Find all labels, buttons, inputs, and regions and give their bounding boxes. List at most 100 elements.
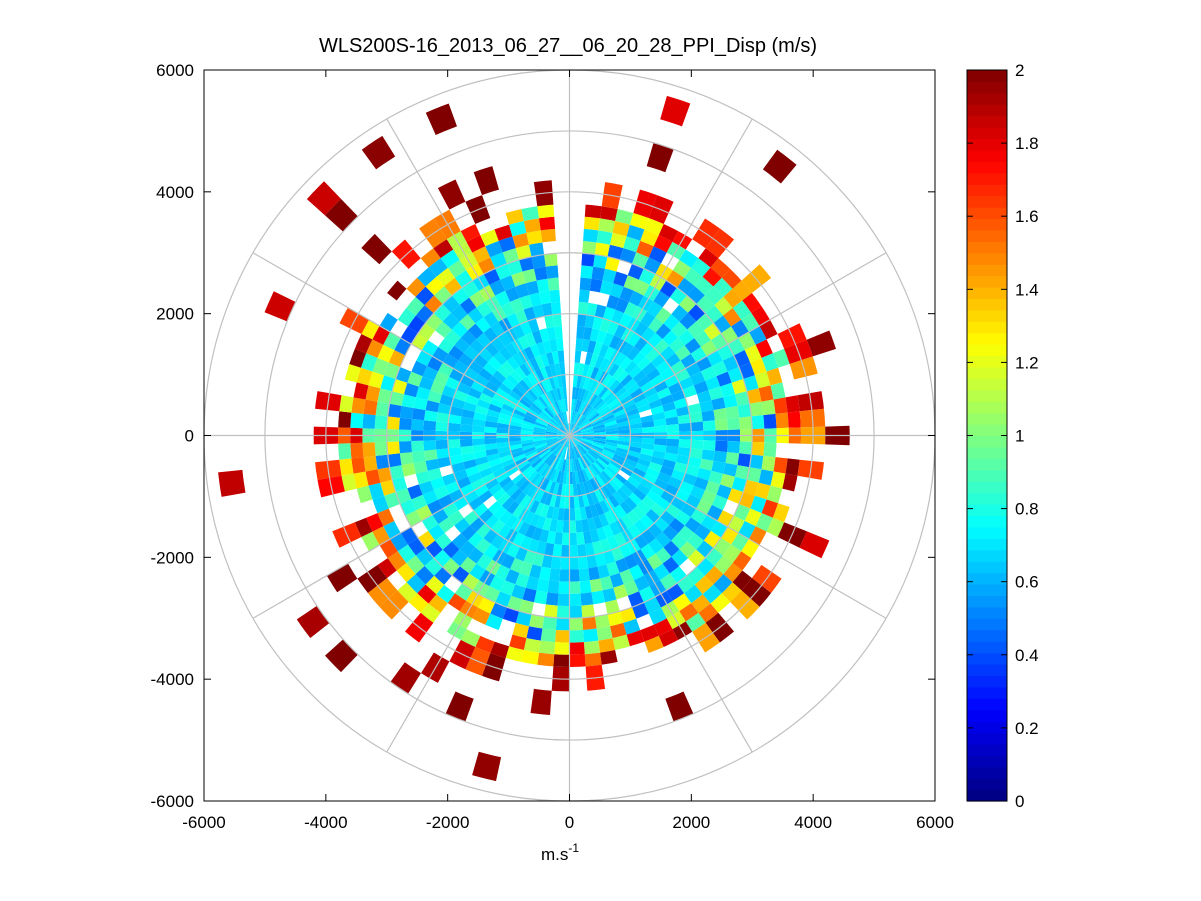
scan-cell: [392, 379, 408, 395]
scan-cell: [584, 505, 593, 519]
scan-cell: [546, 454, 556, 466]
scan-cell: [484, 426, 497, 433]
scan-cell: [540, 379, 550, 393]
scan-cell: [632, 351, 646, 366]
scan-cell: [589, 379, 599, 393]
scan-cell: [604, 346, 616, 361]
scan-cell: [488, 500, 502, 515]
scan-cell: [620, 484, 633, 497]
scan-cell: [433, 304, 451, 322]
scan-cell: [684, 584, 703, 604]
scan-cell: [569, 426, 579, 436]
scan-cell: [613, 408, 626, 418]
scan-cell: [584, 352, 593, 366]
scan-cell: [427, 356, 443, 372]
scan-cell: [669, 566, 687, 584]
colorbar-tick-label: 1: [1015, 427, 1024, 446]
scan-cell: [533, 439, 546, 445]
scan-cell: [569, 593, 582, 607]
scan-cell: [353, 471, 369, 489]
scan-cell: [665, 445, 679, 455]
scan-cell: [459, 556, 477, 574]
scan-cell: [325, 198, 358, 232]
scan-cell: [554, 457, 562, 470]
scan-cell: [761, 399, 776, 416]
scan-cell: [677, 447, 691, 457]
scan-cell: [505, 569, 520, 585]
scan-cell: [632, 252, 649, 269]
scan-cell: [425, 276, 445, 296]
scan-cell: [592, 441, 605, 447]
scan-cell: [731, 319, 749, 338]
scan-cell: [485, 381, 499, 393]
scan-cell: [648, 461, 663, 472]
colorbar-band: [967, 732, 1007, 745]
scan-cell: [505, 342, 518, 357]
scan-cell: [516, 459, 530, 470]
scan-cell: [690, 371, 706, 386]
scan-cell: [548, 481, 557, 495]
scan-cell: [586, 451, 597, 462]
scan-cell: [515, 546, 528, 562]
colorbar-band: [967, 172, 1007, 185]
scan-cell: [569, 435, 573, 448]
scan-cell: [669, 287, 687, 305]
scan-cell: [555, 617, 570, 631]
x-tick-label: -6000: [182, 813, 225, 832]
scan-cell: [463, 459, 477, 470]
scan-cell: [567, 435, 570, 448]
scan-cell: [713, 537, 732, 556]
scan-cell: [505, 286, 520, 302]
scan-cell: [714, 418, 728, 431]
colorbar-band: [967, 275, 1007, 288]
spoke-line: [568, 118, 753, 436]
scan-cell: [675, 488, 690, 503]
scan-cell: [399, 441, 412, 454]
scan-cell: [578, 418, 588, 428]
scan-cell: [670, 360, 686, 375]
scan-cell: [761, 455, 776, 472]
scan-cell: [617, 440, 631, 447]
x-tick-label: 0: [565, 813, 574, 832]
colorbar-band: [967, 595, 1007, 608]
scan-cell: [593, 461, 604, 473]
scan-cell: [600, 388, 612, 401]
scan-cell: [458, 353, 474, 368]
scan-cell: [574, 446, 581, 458]
scan-cell: [579, 580, 592, 594]
scan-cell: [619, 313, 633, 328]
scan-cell: [521, 427, 534, 432]
scan-cell: [727, 488, 744, 504]
scan-cell: [773, 397, 788, 414]
scan-cell: [628, 446, 642, 454]
scan-cell: [619, 500, 633, 515]
scan-cell: [434, 286, 452, 304]
scan-cell: [581, 435, 594, 438]
scan-cell: [599, 576, 614, 591]
scan-cell: [530, 386, 541, 399]
scan-cell: [624, 496, 638, 511]
scan-cell: [581, 518, 590, 532]
scan-cell: [599, 280, 614, 295]
scan-cell: [539, 216, 556, 231]
colorbar-band: [967, 366, 1007, 379]
scan-cell: [361, 233, 392, 265]
scan-cell: [497, 365, 511, 379]
scan-cell: [582, 241, 597, 255]
scan-cell: [518, 379, 531, 392]
scan-cell: [506, 484, 519, 497]
scan-cell: [569, 431, 582, 436]
scan-cell: [484, 342, 499, 357]
scan-cell: [496, 422, 510, 430]
scan-cell: [539, 413, 551, 422]
scan-cell: [544, 407, 554, 418]
colorbar-tick-label: 0.6: [1015, 573, 1039, 592]
scan-cell: [713, 315, 732, 334]
scan-cell: [640, 311, 656, 328]
scan-cell: [641, 495, 656, 509]
colorbar-tick-label: 0.2: [1015, 719, 1039, 738]
scan-cell: [451, 321, 468, 338]
scan-cell: [759, 319, 778, 340]
scan-cell: [395, 488, 412, 504]
scan-cell: [653, 418, 667, 427]
